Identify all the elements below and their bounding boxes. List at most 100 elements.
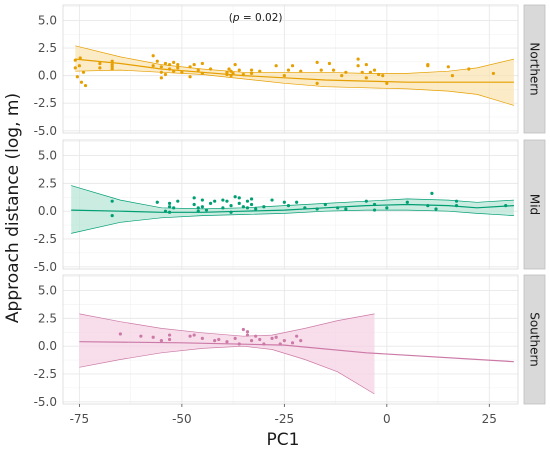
data-point-northern <box>368 70 373 74</box>
y-tick-label: 2.5 <box>38 176 57 190</box>
confidence-band-northern <box>75 45 514 106</box>
data-point-northern <box>229 74 233 78</box>
data-point-northern <box>159 70 163 74</box>
data-point-northern <box>360 70 364 74</box>
data-point-mid <box>229 210 233 214</box>
y-tick-label: 2.5 <box>38 311 57 325</box>
data-point-mid <box>372 208 377 212</box>
data-point-northern <box>98 61 102 66</box>
data-point-mid <box>221 206 225 210</box>
data-point-northern <box>110 59 114 63</box>
data-point-northern <box>188 65 192 69</box>
data-point-northern <box>364 62 368 67</box>
panel-border <box>62 139 519 270</box>
data-point-southern <box>245 330 250 334</box>
facet-label-southern: Southern <box>528 312 542 367</box>
data-point-northern <box>241 72 245 77</box>
y-tick-label: 5.0 <box>38 284 57 298</box>
data-point-northern <box>377 72 381 77</box>
data-point-mid <box>167 205 172 209</box>
data-point-northern <box>426 64 430 68</box>
band-upper-northern <box>75 45 514 74</box>
data-point-northern <box>79 80 84 84</box>
x-tick-label: 25 <box>482 412 497 426</box>
data-point-northern <box>81 70 86 74</box>
data-point-northern <box>227 67 231 71</box>
data-point-northern <box>233 62 237 67</box>
panel-southern: -5.0 -2.5 0.0 2.5 5.0 Southern <box>34 274 546 409</box>
y-tick-label: 0.0 <box>38 339 57 353</box>
data-point-northern <box>286 68 291 72</box>
y-tick-label: 0.0 <box>38 204 57 218</box>
data-point-northern <box>319 68 323 72</box>
data-point-mid <box>315 207 319 211</box>
fit-line-southern <box>79 341 514 363</box>
data-point-northern <box>491 71 496 76</box>
data-point-northern <box>188 75 192 79</box>
data-point-northern <box>163 72 168 77</box>
data-point-southern <box>282 339 286 343</box>
data-point-southern <box>299 339 303 343</box>
data-point-mid <box>270 198 274 202</box>
data-point-northern <box>176 62 180 67</box>
data-point-mid <box>213 199 217 203</box>
data-point-northern <box>200 61 204 66</box>
data-point-southern <box>139 334 143 338</box>
data-point-northern <box>176 66 180 70</box>
data-point-northern <box>159 65 163 69</box>
data-point-southern <box>262 342 266 346</box>
data-point-northern <box>192 62 196 67</box>
data-point-northern <box>315 81 319 85</box>
data-point-mid <box>192 196 196 200</box>
data-point-mid <box>200 205 204 209</box>
data-point-northern <box>340 74 344 78</box>
data-point-northern <box>229 69 233 73</box>
data-point-mid <box>336 206 340 210</box>
data-point-northern <box>98 66 102 70</box>
data-point-mid <box>110 199 114 203</box>
y-tick-label: 2.5 <box>38 41 57 55</box>
data-point-northern <box>172 69 176 73</box>
fit-line-northern <box>75 58 514 83</box>
data-point-northern <box>446 65 450 69</box>
data-point-mid <box>245 206 250 210</box>
data-point-mid <box>323 202 327 207</box>
data-point-mid <box>155 200 159 204</box>
data-point-northern <box>315 60 319 64</box>
data-point-southern <box>167 333 172 337</box>
x-tick-label: -25 <box>275 412 295 426</box>
y-tick-label: 0.0 <box>38 69 57 83</box>
data-point-southern <box>274 335 278 339</box>
data-point-mid <box>426 204 430 208</box>
data-point-mid <box>303 206 307 210</box>
data-point-southern <box>258 337 262 342</box>
data-point-mid <box>249 202 254 207</box>
data-point-southern <box>245 333 250 337</box>
data-point-northern <box>364 76 368 80</box>
facet-strip-northern <box>523 4 546 134</box>
data-point-mid <box>237 201 241 205</box>
data-point-northern <box>167 62 172 67</box>
data-point-mid <box>405 200 409 204</box>
facet-label-northern: Northern <box>528 42 542 95</box>
data-point-southern <box>241 327 245 332</box>
data-point-southern <box>200 336 204 340</box>
band-lower-northern <box>75 69 515 106</box>
data-point-northern <box>258 69 262 73</box>
data-point-northern <box>151 54 155 58</box>
data-point-mid <box>344 207 348 211</box>
data-point-northern <box>327 61 332 66</box>
data-point-northern <box>282 74 286 78</box>
data-point-mid <box>163 209 168 213</box>
data-point-northern <box>159 76 163 80</box>
y-tick-label: -5.0 <box>34 260 57 274</box>
data-point-southern <box>192 333 196 337</box>
data-point-mid <box>262 205 266 209</box>
x-tick-label: -75 <box>70 412 90 426</box>
data-point-northern <box>344 70 348 74</box>
data-point-mid <box>295 200 299 204</box>
data-point-northern <box>167 67 172 71</box>
x-tick-label: -50 <box>172 412 192 426</box>
confidence-band-southern <box>79 313 375 394</box>
